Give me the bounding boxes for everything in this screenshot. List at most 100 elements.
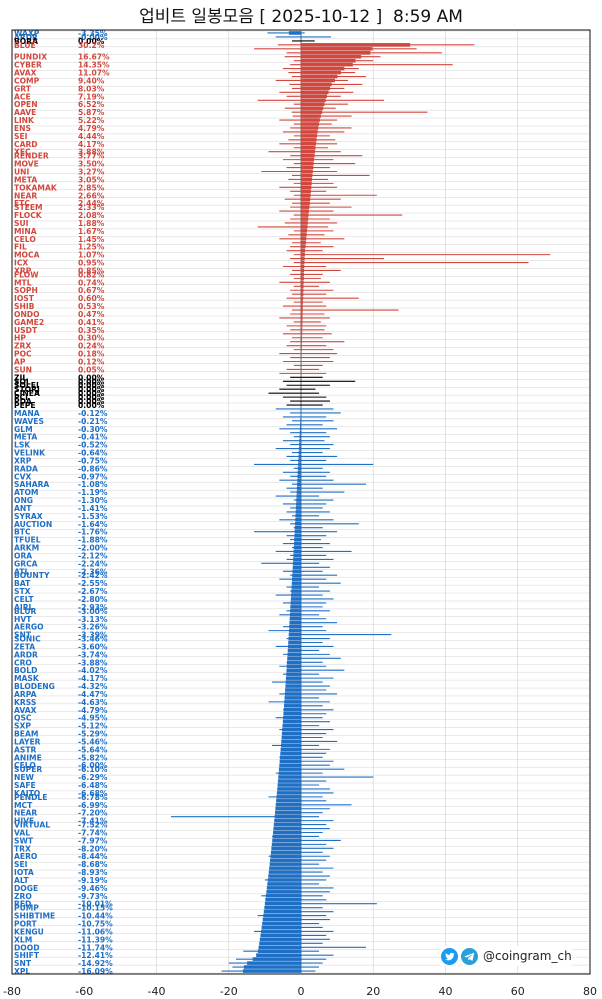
coin-label: NEAR [14, 809, 37, 818]
bar-body [301, 355, 302, 360]
bar-body [258, 945, 301, 950]
bar-body [301, 312, 303, 316]
coin-label: ANT [14, 504, 32, 513]
pct-label: -3.74% [78, 650, 108, 659]
coin-label: CELT [14, 595, 34, 604]
pct-label: -11.74% [78, 943, 113, 952]
coin-label: SOPH [14, 286, 38, 295]
bar-body [292, 569, 301, 574]
pct-label: -4.95% [78, 714, 108, 723]
coin-label: MASK [14, 674, 40, 683]
bar-body [301, 70, 341, 75]
coin-label: VELINK [14, 449, 46, 458]
coin-label: ANIME [14, 753, 42, 762]
bar-body [296, 486, 301, 490]
bar-body [301, 367, 302, 372]
coin-label: GRCA [14, 559, 38, 568]
pct-label: 14.35% [78, 61, 110, 70]
bar-body [301, 134, 318, 138]
bar-body [301, 240, 306, 245]
pct-label: -4.79% [78, 706, 108, 715]
bar-body [301, 371, 302, 376]
coin-label: AERGO [14, 623, 44, 632]
bar-body [301, 244, 306, 249]
bar-body [298, 454, 301, 459]
bar-body [301, 225, 308, 229]
coin-label: SHIFT [14, 951, 40, 960]
bar-body [301, 98, 326, 103]
bar-body [301, 82, 332, 87]
pct-label: 0.67% [78, 286, 105, 295]
coin-label: IOTA [14, 868, 34, 877]
bar-body [283, 708, 301, 712]
bar-body [287, 648, 301, 653]
coin-label: CARD [14, 140, 38, 149]
pct-label: -3.88% [78, 658, 108, 667]
pct-label: 0.85% [78, 266, 105, 275]
coin-label: ALT [14, 876, 29, 885]
pct-label: 11.07% [78, 69, 110, 78]
pct-label: -10.75% [78, 920, 113, 929]
pct-label: -11.39% [78, 935, 113, 944]
bar-body [274, 810, 301, 815]
bar-body [297, 478, 301, 483]
pct-label: 0.47% [78, 310, 105, 319]
pct-label: -6.68% [78, 789, 108, 798]
pct-label: -0.75% [78, 456, 108, 465]
coin-label: KAITO [14, 789, 41, 798]
bar-body [292, 565, 301, 570]
bar-body [279, 763, 301, 767]
pct-label: 0.00% [78, 385, 105, 394]
bar-body [279, 759, 301, 764]
coin-label: ARPA [14, 690, 37, 699]
bar-body [301, 62, 353, 67]
pct-label: 30.2% [78, 41, 105, 50]
bar-body [301, 343, 302, 348]
bar-body [297, 474, 301, 479]
pct-label: -1.88% [78, 536, 108, 545]
pct-label: -0.21% [78, 417, 108, 426]
bar-body [293, 557, 301, 562]
coin-label: AVAX [14, 706, 37, 715]
pct-label: -7.20% [78, 809, 108, 818]
pct-label: -4.17% [78, 674, 108, 683]
bar-body [301, 339, 302, 344]
bar-body [298, 462, 301, 467]
bar-body [301, 252, 305, 257]
pct-label: -6.78% [78, 793, 108, 802]
bar-body [300, 411, 302, 415]
coin-label: RENDER [14, 152, 49, 161]
pct-label: 0.00% [78, 373, 105, 382]
coin-label: POC [14, 350, 32, 359]
telegram-plane-icon [461, 947, 478, 965]
coin-label: BLUE [14, 41, 36, 50]
pct-label: -8.68% [78, 860, 108, 869]
pct-label: 0.53% [78, 302, 105, 311]
bar-body [300, 35, 302, 39]
coin-label: DOOD [14, 943, 40, 952]
coin-label: HP [14, 334, 26, 343]
coin-label: NEAR [14, 191, 37, 200]
bar-body [287, 656, 301, 661]
coin-label: CYBER [14, 61, 42, 70]
coin-label: STEEM [14, 203, 43, 212]
coin-label: CRO [14, 658, 32, 667]
coin-label: VAL [14, 828, 30, 837]
bar-body [268, 870, 301, 874]
pct-label: 16.67% [78, 53, 110, 62]
bar-body [301, 280, 304, 285]
coin-label: PUMP [14, 904, 39, 913]
bar-body [273, 822, 301, 827]
bar-body [295, 510, 301, 514]
bar-body [281, 731, 301, 736]
bar-body [270, 854, 301, 859]
bar-body [301, 47, 373, 51]
coin-label: AAVE [14, 108, 36, 117]
bar-body [301, 264, 305, 269]
pct-label: -5.12% [78, 722, 108, 731]
pct-label: -3.39% [78, 631, 108, 640]
bar-body [286, 668, 301, 672]
bar-body [292, 561, 301, 566]
bar-body [280, 747, 301, 752]
